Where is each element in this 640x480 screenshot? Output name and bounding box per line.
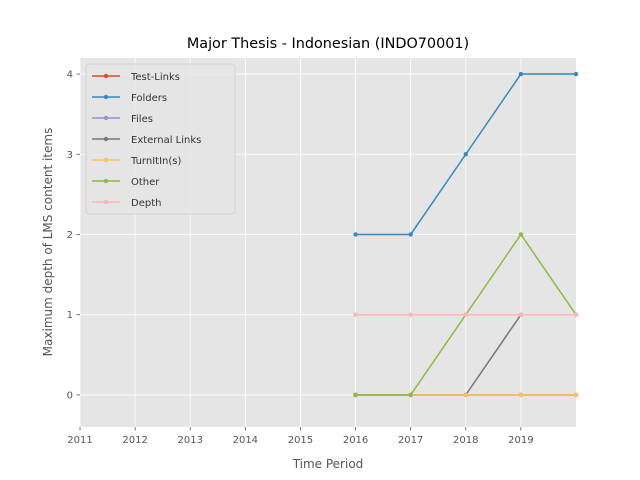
x-axis-title: Time Period (292, 457, 364, 471)
series-depth (353, 312, 579, 317)
y-axis: 0 1 2 3 4 (67, 70, 80, 401)
legend-marker (103, 136, 109, 142)
legend-label: External Links (131, 135, 201, 146)
legend-label: Depth (131, 198, 161, 209)
legend-marker (103, 157, 109, 163)
y-tick-label: 3 (67, 150, 73, 161)
data-point (573, 312, 579, 317)
legend-item: Depth (92, 198, 161, 209)
legend-frame (85, 63, 236, 215)
y-tick-label: 0 (67, 390, 73, 401)
x-tick-label: 2018 (453, 435, 478, 446)
legend-label: Other (131, 177, 160, 188)
data-point (573, 71, 579, 77)
series-layer (353, 71, 579, 398)
data-point (463, 152, 468, 157)
data-point (518, 71, 524, 77)
x-tick-label: 2019 (508, 435, 533, 446)
x-tick-label: 2016 (343, 435, 368, 446)
legend-item: Test-Links (92, 72, 180, 83)
x-axis: 2011 2012 2013 2014 2015 2016 2017 2018 2019 (67, 427, 534, 446)
data-point (408, 232, 413, 237)
y-tick-label: 1 (67, 310, 73, 321)
legend-item: External Links (92, 135, 201, 146)
legend-marker (103, 199, 109, 205)
data-point (573, 392, 579, 398)
chart-title: Major Thesis - Indonesian (INDO70001) (187, 36, 469, 52)
x-tick-label: 2012 (122, 435, 147, 446)
x-tick-label: 2011 (67, 435, 92, 446)
x-tick-label: 2015 (288, 435, 313, 446)
x-tick-label: 2017 (398, 435, 423, 446)
data-point (353, 392, 358, 398)
data-point (518, 392, 524, 398)
y-tick-label: 2 (67, 230, 73, 241)
legend-label: Test-Links (130, 72, 180, 83)
series-folders (353, 71, 579, 237)
legend-label: Folders (131, 93, 167, 104)
x-tick-label: 2013 (177, 435, 202, 446)
legend-item: Folders (92, 93, 167, 104)
data-point (518, 312, 524, 317)
legend-marker (103, 73, 109, 79)
data-point (353, 312, 358, 317)
legend-marker (103, 115, 109, 121)
data-point (518, 232, 524, 237)
y-axis-title: Maximum depth of LMS content items (41, 128, 55, 357)
data-point (463, 392, 468, 398)
legend-label: Files (131, 114, 153, 125)
legend-item: TurnItIn(s) (92, 156, 181, 167)
legend-marker (103, 94, 109, 100)
data-point (408, 312, 413, 317)
data-point (408, 392, 413, 398)
legend-label: TurnItIn(s) (130, 156, 181, 167)
x-tick-label: 2014 (233, 435, 258, 446)
legend-item: Files (92, 114, 153, 125)
data-point (353, 232, 358, 237)
legend-item: Other (92, 177, 160, 188)
legend-marker (103, 178, 109, 184)
legend: Test-Links Folders Files External Links Turn… (85, 63, 236, 215)
data-point (463, 312, 468, 317)
y-tick-label: 4 (67, 70, 73, 81)
